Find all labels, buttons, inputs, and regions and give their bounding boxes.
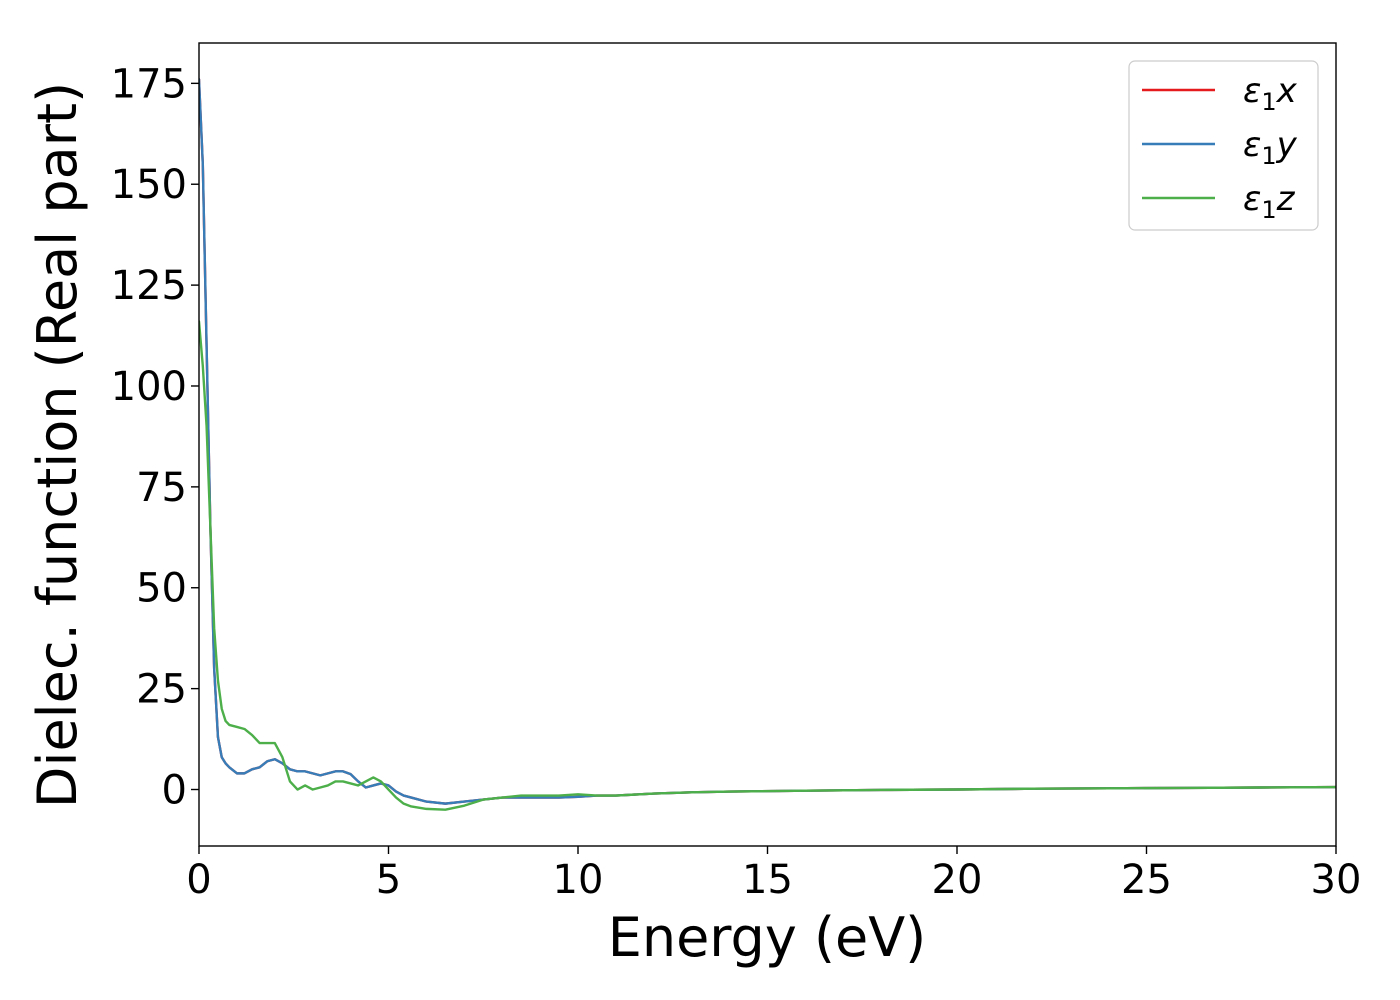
x-tick-label: 0	[186, 857, 211, 903]
legend-box	[1128, 60, 1319, 231]
x-tick-label: 30	[1311, 857, 1362, 903]
legend: ε1x ε1y ε1z	[1128, 60, 1319, 231]
x-tick-label: 5	[376, 857, 401, 903]
x-tick-label: 20	[932, 857, 983, 903]
x-tick-label: 10	[553, 857, 604, 903]
legend-label-z: ε1z	[1243, 179, 1296, 224]
y-tick-label: 50	[136, 566, 187, 612]
series-line-z	[199, 320, 1336, 811]
x-axis-label: Energy (eV)	[608, 906, 927, 969]
legend-label-y: ε1y	[1243, 125, 1298, 170]
y-tick-label: 125	[111, 263, 187, 309]
y-tick-label: 0	[162, 768, 187, 814]
y-tick-label: 75	[136, 465, 187, 511]
x-tick-label: 15	[742, 857, 793, 903]
x-tick-label: 25	[1121, 857, 1172, 903]
y-axis-label: Dielec. function (Real part)	[26, 82, 89, 808]
y-tick-label: 150	[111, 162, 187, 208]
legend-label-x: ε1x	[1243, 71, 1298, 116]
y-axis-ticks: 0 25 50 75 100 125 150 175	[111, 61, 199, 814]
y-tick-label: 25	[136, 667, 187, 713]
y-tick-label: 100	[111, 364, 187, 410]
y-tick-label: 175	[111, 61, 187, 107]
series-layer	[199, 78, 1336, 811]
x-axis-ticks: 0 5 10 15 20 25 30	[186, 846, 1361, 903]
